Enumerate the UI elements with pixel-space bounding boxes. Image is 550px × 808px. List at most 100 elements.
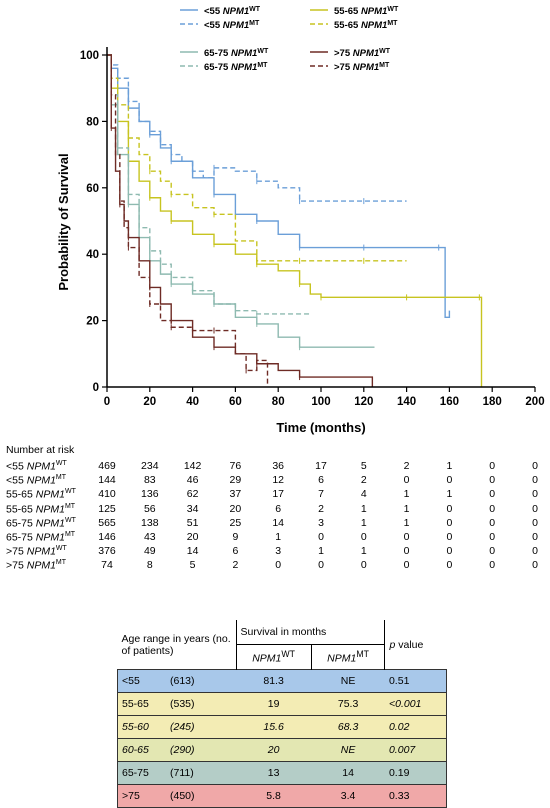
y-axis-label: Probability of Survival [56, 153, 71, 290]
risk-value: 0 [318, 559, 324, 572]
risk-row: 65-75 NPM1WT 565 138 51 25 14 3 1 1 0 0 0 [0, 517, 550, 531]
risk-value: 0 [318, 531, 324, 543]
risk-value: 0 [446, 559, 453, 572]
series-line-1 [107, 54, 407, 202]
risk-value: 1 [403, 488, 410, 501]
x-tick-label: 180 [483, 396, 502, 408]
risk-value: 20 [186, 531, 199, 543]
npm1-mt-cell: NE [311, 669, 385, 693]
risk-value: 3 [275, 545, 282, 558]
x-tick-label: 20 [143, 396, 156, 408]
npm1-wt-sup: WT [281, 649, 295, 660]
p-value-header: p value [389, 638, 424, 651]
risk-value: 5 [360, 460, 367, 472]
risk-value: 0 [489, 516, 496, 529]
npm1-wt-cell: 15.6 [236, 715, 312, 739]
risk-value: 20 [229, 502, 242, 515]
y-tick-label: 60 [86, 183, 99, 195]
risk-value: 376 [98, 545, 116, 558]
risk-table-title: Number at risk [6, 444, 75, 456]
risk-value: 0 [275, 559, 282, 572]
risk-value: 51 [186, 516, 199, 529]
p-value-cell: <0.001 [384, 692, 447, 716]
legend-label: <55 NPM1WT [204, 6, 261, 18]
legend-label: >75 NPM1WT [334, 48, 391, 60]
risk-value: 138 [141, 516, 159, 529]
p-value-cell: 0.007 [384, 738, 447, 762]
risk-value: 17 [315, 460, 327, 472]
risk-value: 0 [489, 531, 496, 543]
survival-header: Survival in months [240, 626, 327, 638]
risk-value: 0 [532, 460, 538, 472]
risk-value: 62 [186, 488, 199, 501]
y-tick-label: 20 [86, 316, 99, 328]
risk-row-label: <55 NPM1MT [6, 474, 67, 487]
npm1-mt-cell: 14 [311, 761, 385, 785]
risk-value: 83 [143, 474, 156, 487]
age-range-cell: 65-75 (711) [117, 761, 236, 785]
summary-row: >75 (450) 5.8 3.4 0.33 [117, 784, 447, 808]
risk-value: 4 [360, 488, 367, 501]
risk-value: 0 [403, 559, 410, 572]
y-tick-label: 100 [80, 50, 99, 62]
risk-value: 0 [403, 531, 410, 543]
risk-value: 25 [229, 516, 242, 529]
x-tick-label: 80 [272, 396, 285, 408]
risk-value: 234 [141, 460, 159, 472]
summary-row: 60-65 (290) 20 NE 0.007 [117, 738, 447, 762]
npm1-wt-cell: 19 [236, 692, 312, 716]
risk-value: 0 [446, 516, 453, 529]
npm1-mt-cell: 3.4 [311, 784, 385, 808]
risk-value: 410 [98, 488, 116, 501]
risk-value: 1 [360, 516, 367, 529]
risk-value: 37 [229, 488, 242, 501]
npm1-mt-cell: 68.3 [311, 715, 385, 739]
risk-row: <55 NPM1MT 144 83 46 29 12 6 2 0 0 0 0 [0, 474, 550, 488]
summary-row: 65-75 (711) 13 14 0.19 [117, 761, 447, 785]
risk-value: 565 [98, 516, 116, 529]
p-value-cell: 0.51 [384, 669, 447, 693]
risk-value: 0 [446, 474, 453, 487]
npm1-wt-cell: 13 [236, 761, 312, 785]
risk-value: 0 [489, 559, 496, 572]
risk-row: >75 NPM1MT 74 8 5 2 0 0 0 0 0 0 0 [0, 559, 550, 573]
risk-value: 0 [489, 474, 496, 487]
risk-value: 0 [532, 545, 538, 558]
risk-value: 1 [360, 502, 367, 515]
risk-row-label: 65-75 NPM1WT [6, 516, 76, 530]
y-tick-label: 0 [93, 382, 99, 394]
npm1-mt-cell: 75.3 [311, 692, 385, 716]
risk-value: 5 [189, 559, 196, 572]
risk-value: 2 [318, 502, 324, 515]
risk-row: <55 NPM1WT 469 234 142 76 36 17 5 2 1 0 0 [0, 460, 550, 474]
risk-value: 49 [143, 545, 156, 558]
series-line-6 [107, 54, 374, 387]
x-tick-label: 0 [104, 396, 110, 408]
risk-value: 34 [186, 502, 199, 515]
risk-row-label: >75 NPM1MT [6, 559, 67, 572]
risk-value: 2 [403, 460, 410, 472]
risk-value: 56 [143, 502, 156, 515]
legend-label: 65-75 NPM1MT [204, 62, 268, 74]
risk-value: 14 [186, 545, 199, 558]
risk-value: 136 [141, 488, 159, 501]
risk-value: 1 [446, 488, 453, 501]
npm1-wt-cell: 81.3 [236, 669, 312, 693]
risk-value: 1 [275, 531, 282, 543]
risk-value: 14 [272, 516, 285, 529]
series-line-3 [107, 54, 407, 262]
risk-value: 8 [146, 559, 153, 572]
series-line-5 [107, 54, 311, 315]
risk-row: >75 NPM1WT 376 49 14 6 3 1 1 0 0 0 0 [0, 545, 550, 559]
risk-value: 46 [186, 474, 199, 487]
risk-value: 0 [489, 488, 496, 501]
x-tick-label: 200 [525, 396, 544, 408]
risk-value: 2 [360, 474, 367, 487]
legend-label: 55-65 NPM1WT [334, 6, 399, 18]
risk-value: 7 [318, 488, 324, 501]
summary-row: 55-60 (245) 15.6 68.3 0.02 [117, 715, 447, 739]
risk-value: 144 [98, 474, 116, 487]
median-survival-table: Age range in years (no. of patients) Sur… [117, 620, 447, 808]
y-tick-label: 80 [86, 116, 99, 128]
risk-row-label: 55-65 NPM1MT [6, 502, 76, 516]
